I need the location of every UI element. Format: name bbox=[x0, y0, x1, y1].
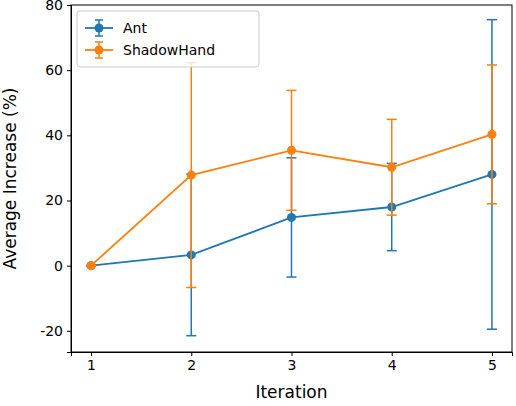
tick-mark bbox=[67, 331, 71, 332]
tick: 20 bbox=[45, 192, 71, 208]
series bbox=[86, 63, 497, 288]
tick: 0 bbox=[54, 258, 71, 274]
error-bar-cap bbox=[487, 328, 497, 330]
tick: 5 bbox=[488, 352, 497, 373]
y-axis: -20 0 20 40 60 80 bbox=[40, 0, 71, 352]
marker bbox=[87, 261, 96, 270]
tick: 4 bbox=[388, 352, 397, 373]
error-bar-cap bbox=[387, 250, 397, 252]
tick-label: 1 bbox=[87, 357, 96, 373]
legend-error-cap bbox=[95, 57, 103, 59]
tick-label: 40 bbox=[45, 127, 63, 143]
chart: 1 2 3 4 5 -20 0 20 40 60 80 Ant ShadowHand Iteration A… bbox=[0, 0, 516, 406]
legend-error-cap bbox=[95, 19, 103, 21]
error-bar bbox=[186, 63, 196, 288]
legend-label: Ant bbox=[123, 20, 147, 36]
tick-label: 20 bbox=[45, 192, 63, 208]
error-bar bbox=[487, 65, 497, 204]
x-axis-label: Iteration bbox=[255, 382, 327, 402]
x-axis: 1 2 3 4 5 bbox=[72, 352, 513, 373]
tick-mark bbox=[67, 5, 71, 6]
tick-mark bbox=[67, 266, 71, 267]
tick-mark bbox=[67, 135, 71, 136]
marker bbox=[187, 171, 196, 180]
tick-mark bbox=[91, 352, 92, 356]
legend-label: ShadowHand bbox=[123, 42, 215, 58]
marker bbox=[287, 146, 296, 155]
legend-error-cap bbox=[95, 41, 103, 43]
error-bar-cap bbox=[287, 90, 297, 92]
marker bbox=[487, 130, 496, 139]
error-bar-cap bbox=[387, 214, 397, 216]
error-bar bbox=[287, 90, 297, 210]
legend-box bbox=[77, 11, 259, 67]
marker bbox=[387, 163, 396, 172]
tick-mark bbox=[67, 70, 71, 71]
error-bar-line bbox=[491, 20, 493, 330]
axis-line bbox=[72, 353, 513, 357]
tick-label: 5 bbox=[488, 357, 497, 373]
legend-error-cap bbox=[95, 35, 103, 37]
legend-marker bbox=[95, 46, 104, 55]
error-bar-cap bbox=[487, 203, 497, 205]
tick-mark bbox=[492, 352, 493, 356]
error-bar-cap bbox=[287, 210, 297, 212]
tick-label: 80 bbox=[45, 0, 63, 13]
tick: 80 bbox=[45, 0, 71, 13]
error-bar bbox=[387, 119, 397, 215]
tick: 1 bbox=[87, 352, 96, 373]
error-bar-cap bbox=[487, 64, 497, 66]
tick: 40 bbox=[45, 127, 71, 143]
marker bbox=[87, 261, 96, 270]
line bbox=[91, 134, 492, 265]
y-axis-label: Average Increase (%) bbox=[0, 88, 20, 270]
error-bar-cap bbox=[186, 335, 196, 337]
tick-label: 0 bbox=[54, 258, 63, 274]
legend-item: Ant bbox=[85, 20, 147, 36]
error-bar-cap bbox=[487, 19, 497, 21]
tick: 60 bbox=[45, 62, 71, 78]
tick-label: 60 bbox=[45, 62, 63, 78]
tick-label: 3 bbox=[288, 357, 297, 373]
plot-area: 1 2 3 4 5 -20 0 20 40 60 80 Ant ShadowHand bbox=[40, 0, 512, 373]
legend: Ant ShadowHand bbox=[77, 11, 259, 67]
legend-item: ShadowHand bbox=[85, 42, 215, 58]
error-bar-cap bbox=[186, 287, 196, 289]
tick-mark bbox=[292, 352, 293, 356]
error-bar-cap bbox=[287, 276, 297, 278]
tick-label: 2 bbox=[187, 357, 196, 373]
frame bbox=[71, 5, 512, 352]
tick-mark bbox=[191, 352, 192, 356]
legend-marker bbox=[95, 24, 104, 33]
tick: -20 bbox=[40, 323, 71, 339]
tick-mark bbox=[392, 352, 393, 356]
tick: 3 bbox=[288, 352, 297, 373]
error-bar-cap bbox=[387, 119, 397, 121]
tick: 2 bbox=[187, 352, 196, 373]
tick-label: 4 bbox=[388, 357, 397, 373]
tick-mark bbox=[67, 200, 71, 201]
marker bbox=[287, 213, 296, 222]
tick-label: -20 bbox=[40, 323, 63, 339]
error-bar bbox=[487, 20, 497, 330]
